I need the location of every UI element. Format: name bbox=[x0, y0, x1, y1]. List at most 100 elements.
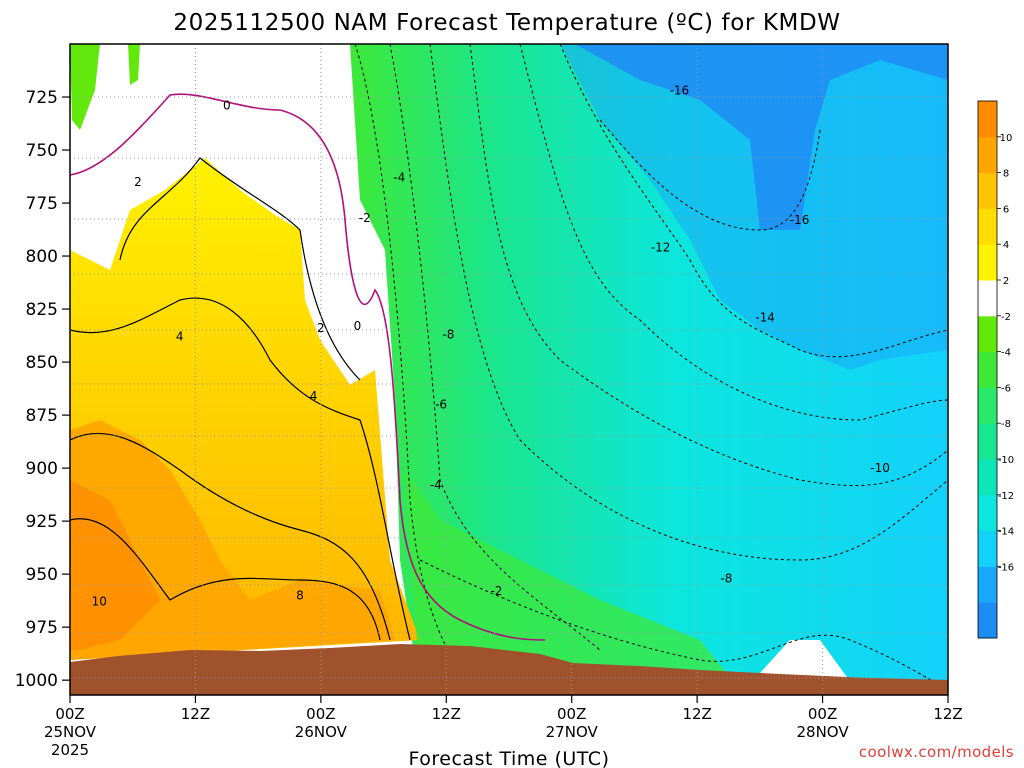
zero-contour bbox=[70, 93, 546, 641]
y-tick-label: 950 bbox=[26, 565, 58, 585]
x-tick-label: 00Z bbox=[55, 705, 84, 723]
x-axis-label: Forecast Time (UTC) bbox=[409, 748, 610, 768]
colorbar-tick-label: -4 bbox=[1001, 348, 1011, 359]
contour-label: 2 bbox=[134, 175, 142, 189]
colorbar-swatch bbox=[978, 280, 997, 317]
y-tick-label: 825 bbox=[26, 300, 58, 320]
contour-line bbox=[429, 44, 948, 561]
x-tick-date: 27NOV bbox=[546, 723, 599, 741]
colorbar-tick-label: -16 bbox=[998, 562, 1014, 573]
contour-label: -12 bbox=[651, 241, 671, 255]
colorbar-tick-label: -6 bbox=[1001, 383, 1011, 394]
x-tick-label: 12Z bbox=[181, 705, 210, 723]
colorbar-swatch bbox=[978, 351, 997, 388]
contour-label: 4 bbox=[310, 389, 318, 403]
contour-label: -6 bbox=[435, 397, 447, 411]
colorbar-tick-label: -12 bbox=[998, 491, 1014, 502]
contour-label: -8 bbox=[720, 571, 732, 585]
y-tick-label: 925 bbox=[26, 512, 58, 532]
field-cold-pocket-16 bbox=[575, 44, 948, 230]
contour-line bbox=[559, 44, 948, 358]
contour-label: -16 bbox=[670, 84, 690, 98]
colorbar-swatch bbox=[978, 172, 997, 209]
colorbar-swatch bbox=[978, 530, 997, 567]
contour-label: -14 bbox=[755, 311, 775, 325]
x-tick-label: 12Z bbox=[933, 705, 962, 723]
contour-line bbox=[70, 432, 391, 641]
y-tick-label: 850 bbox=[26, 353, 58, 373]
x-tick-label: 12Z bbox=[682, 705, 711, 723]
solid-contours bbox=[70, 157, 411, 641]
contour-label: 2 bbox=[317, 321, 325, 335]
y-tick-label: 775 bbox=[26, 194, 58, 214]
field-green-lower bbox=[405, 470, 740, 690]
colorbar-swatch bbox=[978, 136, 997, 174]
field-green-lobe bbox=[70, 44, 100, 130]
field-green-lobe-2 bbox=[128, 44, 140, 85]
contour-label: -2 bbox=[490, 584, 502, 598]
contour-label: 0 bbox=[354, 319, 362, 333]
colorbar-swatch bbox=[978, 494, 997, 532]
contour-label: -2 bbox=[359, 211, 371, 225]
contour-label: 4 bbox=[176, 330, 184, 344]
terrain-surface bbox=[70, 644, 948, 695]
colorbar-tick-label: -8 bbox=[1001, 419, 1011, 430]
x-tick-date: 25NOV bbox=[44, 723, 97, 741]
contour-label: -10 bbox=[870, 461, 890, 475]
y-tick-label: 750 bbox=[26, 141, 58, 161]
colorbar-tick-label: 4 bbox=[1003, 240, 1009, 251]
contour-line bbox=[469, 44, 948, 487]
y-tick-label: 975 bbox=[26, 618, 58, 638]
credit-text: coolwx.com/models bbox=[859, 743, 1014, 761]
colorbar-swatch bbox=[978, 459, 997, 496]
y-tick-label: 900 bbox=[26, 459, 58, 479]
contour-line bbox=[70, 93, 546, 641]
colorbar-tick-label: -14 bbox=[998, 527, 1014, 538]
y-axis: 725 750 775 800 825 850 875 900 925 950 975 1000 bbox=[15, 88, 70, 691]
chart-title: 2025112500 NAM Forecast Temperature (ºC)… bbox=[173, 10, 840, 36]
temperature-field bbox=[70, 44, 948, 695]
colorbar-swatch bbox=[978, 602, 997, 639]
y-tick-label: 875 bbox=[26, 406, 58, 426]
x-tick-label: 12Z bbox=[432, 705, 461, 723]
colorbar-tick-label: 6 bbox=[1003, 204, 1009, 215]
contour-label: -16 bbox=[790, 213, 810, 227]
field-warm-core-2 bbox=[70, 480, 160, 650]
colorbar-swatch bbox=[978, 315, 997, 353]
colorbar: 10 8 6 4 2 -2 -4 -6 -8 -10 -12 -14 -16 bbox=[977, 100, 1014, 639]
x-tick-year: 2025 bbox=[51, 741, 89, 759]
field-cold-pocket-14 bbox=[560, 44, 948, 370]
contour-line bbox=[389, 44, 601, 651]
contour-label: -4 bbox=[393, 171, 405, 185]
x-tick-label: 00Z bbox=[306, 705, 335, 723]
y-tick-label: 725 bbox=[26, 88, 58, 108]
contour-label: 8 bbox=[296, 588, 304, 602]
colorbar-swatch bbox=[978, 566, 997, 603]
colorbar-swatch bbox=[978, 244, 997, 281]
x-tick-date: 28NOV bbox=[797, 723, 850, 741]
colorbar-swatch bbox=[978, 101, 997, 138]
contour-label: 10 bbox=[92, 595, 107, 609]
contour-line bbox=[119, 157, 361, 381]
contour-label: -8 bbox=[442, 328, 454, 342]
y-tick-label: 800 bbox=[26, 247, 58, 267]
x-tick-label: 00Z bbox=[557, 705, 586, 723]
colorbar-tick-label: 2 bbox=[1003, 276, 1009, 287]
colorbar-swatch bbox=[978, 387, 997, 424]
colorbar-tick-label: -10 bbox=[998, 455, 1014, 466]
y-tick-label: 1000 bbox=[15, 671, 58, 691]
contour-line bbox=[599, 119, 821, 231]
contour-labels: 0 -16 -16 2 -4 -2 -12 -14 2 0 -8 4 4 -6 -10 -4 -8 -2 8 10 bbox=[92, 84, 890, 609]
contour-label: -4 bbox=[430, 478, 442, 492]
colorbar-frame bbox=[977, 100, 998, 639]
colorbar-tick-label: 10 bbox=[1000, 133, 1013, 144]
grid bbox=[70, 44, 948, 695]
colorbar-swatch bbox=[978, 208, 997, 245]
colorbar-tick-label: 8 bbox=[1003, 169, 1009, 180]
colorbar-swatch bbox=[978, 423, 997, 460]
contour-line bbox=[70, 518, 381, 641]
dashed-contours bbox=[354, 44, 948, 691]
contour-label: 0 bbox=[223, 98, 231, 112]
